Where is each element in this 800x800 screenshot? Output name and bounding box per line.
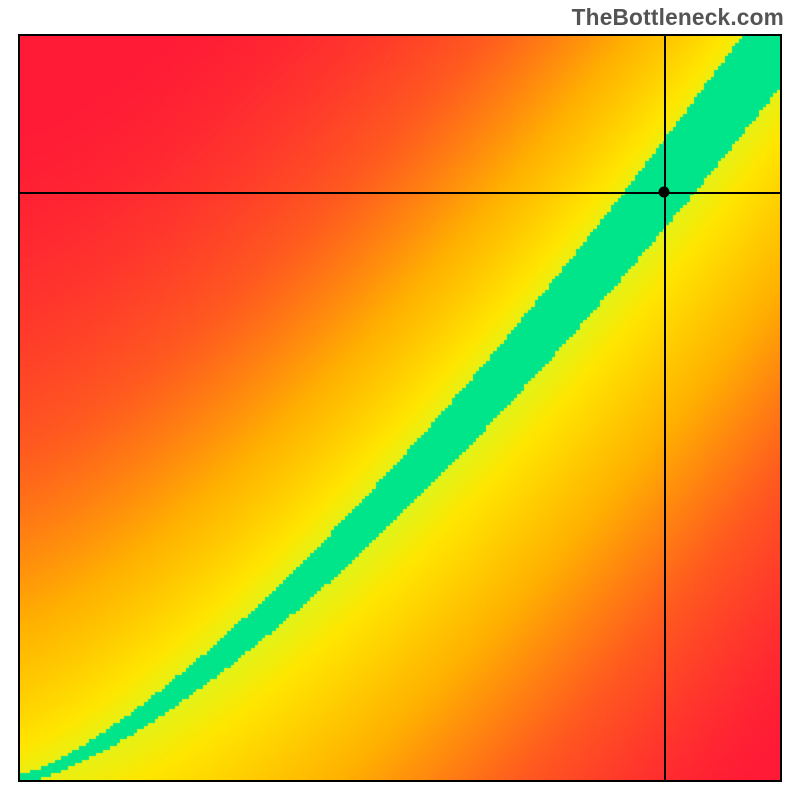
marker-dot [659,187,670,198]
watermark-text: TheBottleneck.com [572,4,784,31]
crosshair-vertical [664,36,666,780]
heatmap-canvas [20,36,780,780]
heatmap-plot [18,34,782,782]
